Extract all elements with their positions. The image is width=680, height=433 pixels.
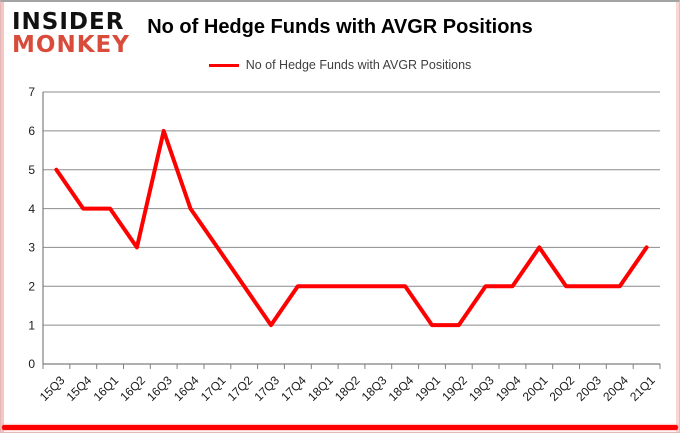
y-axis-label: 4: [28, 202, 35, 216]
x-axis-label: 20Q2: [547, 373, 578, 404]
x-axis-label: 20Q3: [573, 373, 604, 404]
x-axis-label: 16Q2: [117, 373, 148, 404]
x-axis-label: 17Q2: [225, 373, 256, 404]
bottom-accent-bar: [2, 425, 678, 430]
y-axis-label: 6: [28, 124, 35, 138]
legend-line-swatch: [208, 63, 239, 67]
y-axis-label: 7: [28, 85, 35, 99]
x-axis-label: 17Q1: [198, 373, 229, 404]
chart-title: No of Hedge Funds with AVGR Positions: [147, 16, 533, 38]
logo-word-monkey: MONKEY: [12, 32, 130, 58]
x-axis-label: 18Q1: [305, 373, 336, 404]
x-axis-label: 16Q4: [171, 373, 202, 404]
y-axis-label: 5: [28, 163, 35, 177]
x-axis-label: 17Q4: [278, 373, 309, 404]
x-axis-label: 20Q1: [520, 373, 551, 404]
x-axis-label: 16Q3: [144, 373, 175, 404]
series-line: [54, 128, 649, 328]
x-axis-label: 20Q4: [600, 373, 631, 404]
legend-label: No of Hedge Funds with AVGR Positions: [245, 58, 472, 72]
y-axis-label: 2: [28, 280, 35, 294]
x-axis-label: 18Q2: [332, 373, 363, 404]
legend: No of Hedge Funds with AVGR Positions: [1, 58, 679, 72]
logo-word-insider: INSIDER: [12, 9, 125, 35]
x-axis-label: 18Q3: [359, 373, 390, 404]
x-axis-label: 16Q1: [91, 373, 122, 404]
x-axis-label: 19Q1: [412, 373, 443, 404]
x-axis-label: 21Q1: [627, 373, 658, 404]
y-axis-label: 1: [28, 318, 35, 332]
y-axis-label: 0: [28, 357, 35, 371]
x-axis-label: 19Q2: [439, 373, 470, 404]
y-axis-label: 3: [28, 241, 35, 255]
x-axis-label: 19Q3: [466, 373, 497, 404]
x-axis-label: 17Q3: [251, 373, 282, 404]
insider-monkey-logo: INSIDER MONKEY: [12, 11, 130, 57]
x-axis-label: 18Q4: [386, 373, 417, 404]
x-axis-label: 15Q4: [64, 373, 95, 404]
x-axis-label: 15Q3: [37, 373, 68, 404]
x-axis-label: 19Q4: [493, 373, 524, 404]
